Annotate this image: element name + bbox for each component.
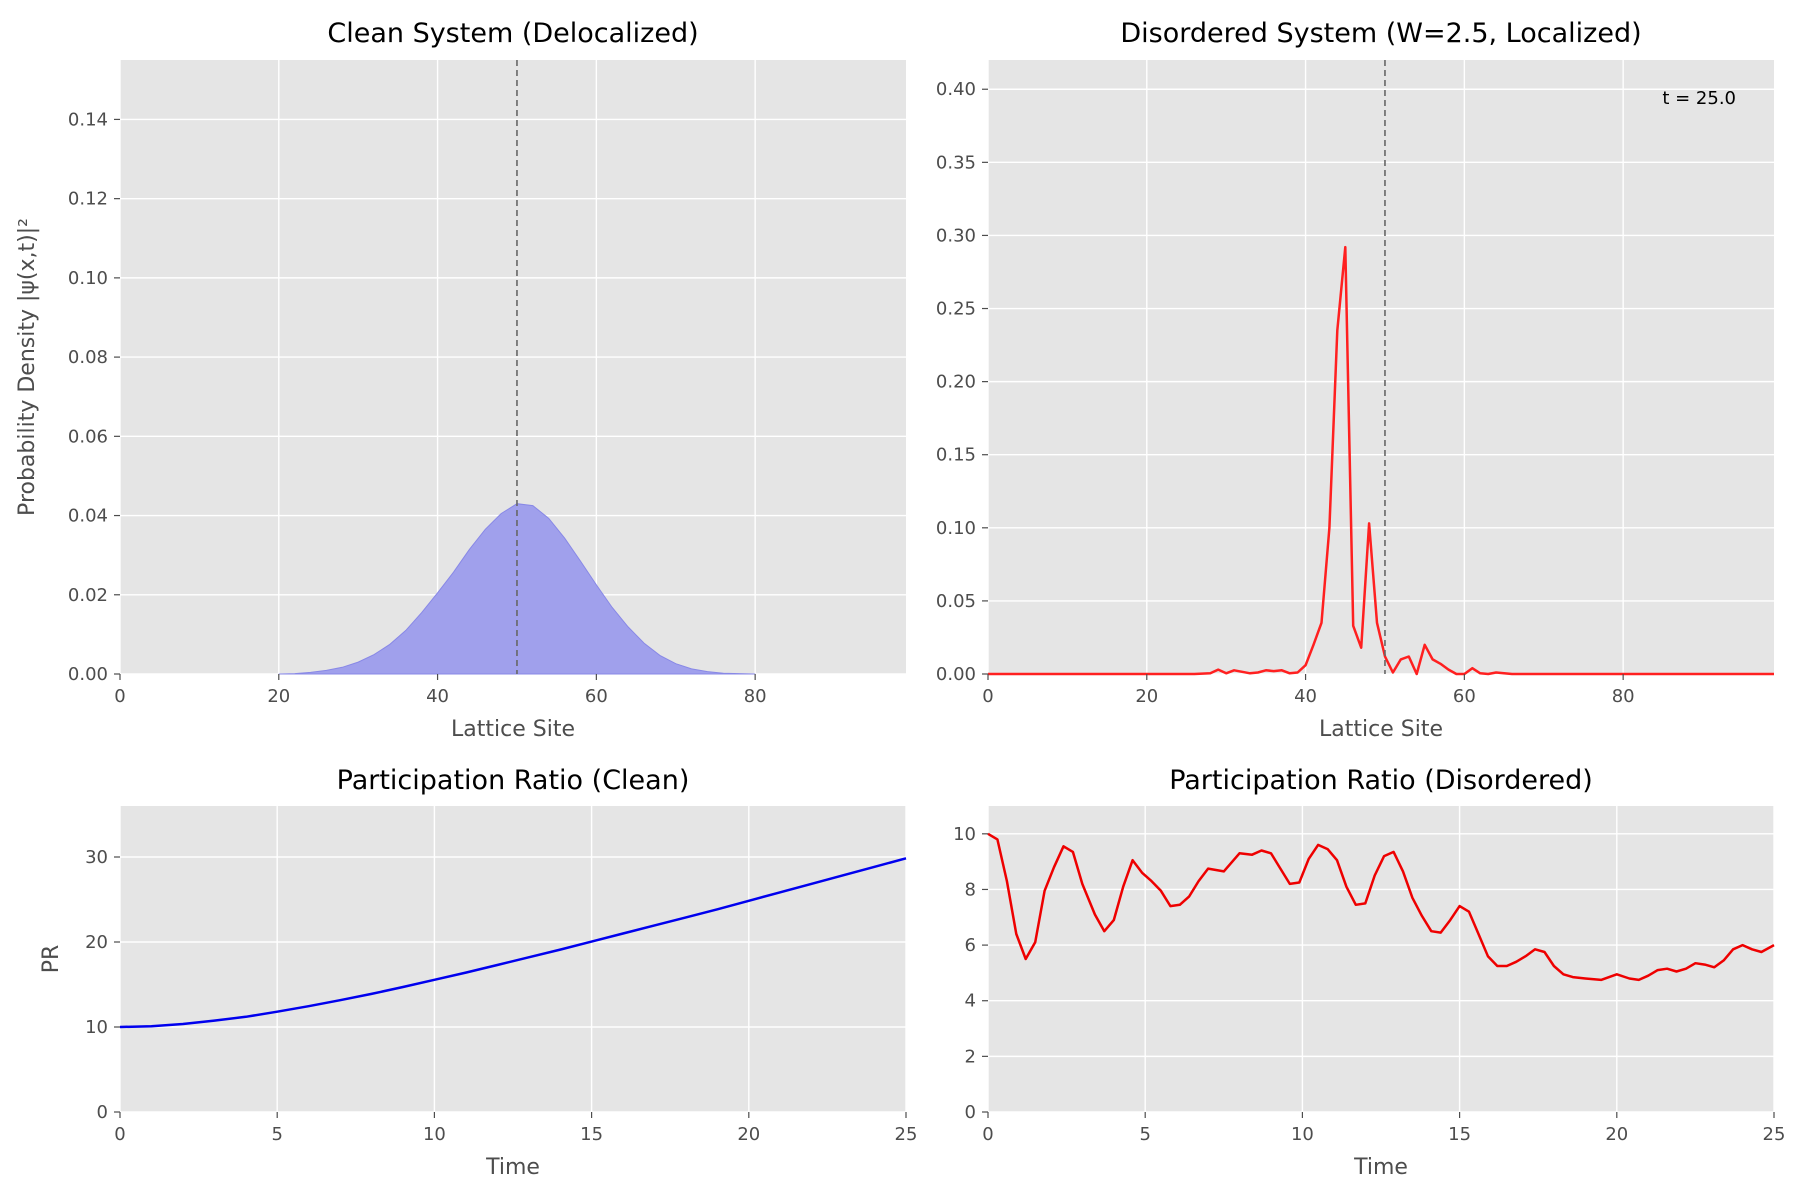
- clean-pr-xtick-label-2: 10: [423, 1124, 446, 1145]
- disordered-density-ytick-label-0: 0.00: [936, 664, 976, 685]
- clean-pr-ytick-label-0: 0: [97, 1102, 108, 1123]
- clean-pr-xtick-label-1: 5: [271, 1124, 282, 1145]
- disordered-density-xtick-label-4: 80: [1612, 686, 1635, 707]
- clean-density-xlabel: Lattice Site: [451, 717, 575, 742]
- disordered-density-plot-area: [988, 60, 1774, 674]
- clean-pr-xtick-label-5: 25: [895, 1124, 918, 1145]
- clean-density-ytick-label-3: 0.06: [68, 426, 108, 447]
- disordered-pr-xtick-label-5: 25: [1763, 1124, 1786, 1145]
- clean-density-ytick-label-2: 0.04: [68, 506, 108, 527]
- disordered-pr-xtick-label-0: 0: [982, 1124, 993, 1145]
- clean-density-ytick-label-1: 0.02: [68, 585, 108, 606]
- disordered-pr-ytick-label-4: 8: [965, 879, 976, 900]
- clean-pr-xtick-label-3: 15: [580, 1124, 603, 1145]
- disordered-pr-xtick-label-4: 20: [1605, 1124, 1628, 1145]
- clean-density-xtick-label-4: 80: [744, 686, 767, 707]
- disordered-pr-xtick-label-3: 15: [1448, 1124, 1471, 1145]
- clean-pr-line: [119, 857, 907, 1029]
- clean-density-ytick-label-6: 0.12: [68, 189, 108, 210]
- clean-pr-xtick-label-0: 0: [114, 1124, 125, 1145]
- disordered-density-ytick-label-1: 0.05: [936, 591, 976, 612]
- disordered-pr-line: [987, 832, 1775, 982]
- clean-density-xtick-label-2: 40: [426, 686, 449, 707]
- clean-density-panel: 0 20 40 60 80 0.00 0.02 0.04 0.06 0.08 0.10 0.12 0.1…: [15, 18, 906, 742]
- clean-pr-ytick-label-1: 10: [85, 1017, 108, 1038]
- clean-density-ytick-label-4: 0.08: [68, 347, 108, 368]
- clean-density-ytick-label-0: 0.00: [68, 664, 108, 685]
- disordered-density-title: Disordered System (W=2.5, Localized): [1120, 18, 1641, 49]
- clean-pr-plot-area: [120, 806, 906, 1112]
- disordered-density-ytick-label-5: 0.25: [936, 299, 976, 320]
- disordered-density-panel: 0 20 40 60 80 0.00 0.05 0.10 0.15 0.20 0.25 0.30 0.3…: [936, 18, 1774, 742]
- clean-pr-ytick-label-3: 30: [85, 847, 108, 868]
- disordered-pr-ytick-label-0: 0: [965, 1102, 976, 1123]
- disordered-pr-xtick-label-2: 10: [1291, 1124, 1314, 1145]
- disordered-density-ytick-label-7: 0.35: [936, 152, 976, 173]
- clean-pr-ylabel: PR: [39, 945, 64, 974]
- disordered-pr-ytick-label-5: 10: [953, 824, 976, 845]
- disordered-pr-ytick-label-1: 2: [965, 1046, 976, 1067]
- clean-pr-panel: 0 5 10 15 20 25 0 10 20 30 Participation Ratio (Cl…: [39, 765, 917, 1180]
- clean-pr-xlabel: Time: [485, 1155, 540, 1180]
- clean-density-xtick-label-0: 0: [114, 686, 125, 707]
- clean-density-xtick-label-1: 20: [267, 686, 290, 707]
- clean-density-area: [278, 503, 756, 675]
- clean-density-ytick-label-7: 0.14: [68, 109, 108, 130]
- disordered-density-ytick-label-2: 0.10: [936, 518, 976, 539]
- clean-density-xtick-label-3: 60: [585, 686, 608, 707]
- disordered-density-xtick-label-2: 40: [1294, 686, 1317, 707]
- disordered-density-time-annotation: t = 25.0: [1662, 88, 1736, 109]
- disordered-pr-plot-area: [988, 806, 1774, 1112]
- disordered-pr-xtick-label-1: 5: [1139, 1124, 1150, 1145]
- clean-pr-title: Participation Ratio (Clean): [337, 765, 690, 796]
- clean-pr-xtick-label-4: 20: [737, 1124, 760, 1145]
- disordered-pr-title: Participation Ratio (Disordered): [1169, 765, 1593, 796]
- disordered-density-xtick-label-1: 20: [1135, 686, 1158, 707]
- disordered-pr-panel: 0 5 10 15 20 25 0 2 4 6 8 10 Participation Ratio (Di…: [953, 765, 1785, 1180]
- clean-density-ylabel: Probability Density |ψ(x,t)|²: [15, 218, 40, 516]
- disordered-density-ytick-label-4: 0.20: [936, 372, 976, 393]
- disordered-pr-ytick-label-2: 4: [965, 991, 976, 1012]
- clean-pr-ytick-label-2: 20: [85, 932, 108, 953]
- disordered-density-xlabel: Lattice Site: [1319, 717, 1443, 742]
- disordered-pr-xlabel: Time: [1353, 1155, 1408, 1180]
- disordered-density-ytick-label-8: 0.40: [936, 79, 976, 100]
- clean-density-ytick-label-5: 0.10: [68, 268, 108, 289]
- disordered-density-xtick-label-3: 60: [1453, 686, 1476, 707]
- disordered-density-ytick-label-6: 0.30: [936, 225, 976, 246]
- disordered-density-ytick-label-3: 0.15: [936, 445, 976, 466]
- disordered-pr-ytick-label-3: 6: [965, 935, 976, 956]
- clean-density-title: Clean System (Delocalized): [327, 18, 698, 49]
- disordered-density-line: [988, 245, 1774, 676]
- disordered-density-xtick-label-0: 0: [982, 686, 993, 707]
